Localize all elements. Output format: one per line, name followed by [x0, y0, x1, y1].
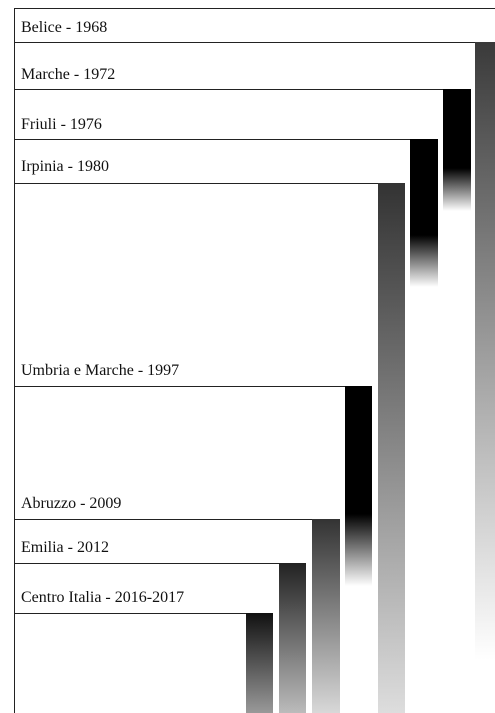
event-label: Centro Italia - 2016-2017 — [21, 589, 184, 606]
bar — [246, 613, 273, 713]
event-label: Belice - 1968 — [21, 19, 107, 36]
bar — [410, 139, 438, 287]
bar — [378, 183, 405, 713]
bar — [443, 89, 471, 211]
event-label: Umbria e Marche - 1997 — [21, 362, 179, 379]
event-label: Emilia - 2012 — [21, 539, 109, 556]
event-label: Abruzzo - 2009 — [21, 495, 121, 512]
bar — [312, 519, 340, 713]
event-label: Friuli - 1976 — [21, 116, 102, 133]
bar — [475, 42, 495, 660]
bar — [279, 563, 306, 713]
event-label: Irpinia - 1980 — [21, 158, 109, 175]
event-label: Marche - 1972 — [21, 66, 115, 83]
bar — [345, 386, 372, 586]
